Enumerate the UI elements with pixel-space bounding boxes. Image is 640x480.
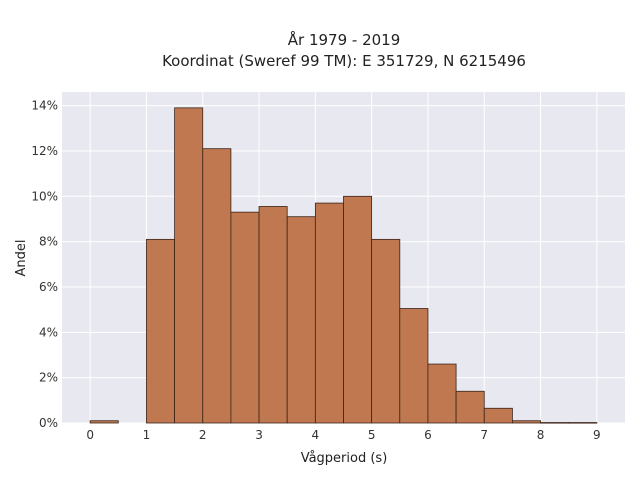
y-tick-label: 8% xyxy=(39,235,58,249)
x-tick-label: 2 xyxy=(199,428,207,442)
histogram-bar-10 xyxy=(371,238,401,424)
histogram-bar-17 xyxy=(568,422,598,424)
histogram-bar-11 xyxy=(399,308,429,424)
x-tick-label: 4 xyxy=(312,428,320,442)
y-tick-label: 0% xyxy=(39,416,58,430)
y-tick-label: 4% xyxy=(39,325,58,339)
x-tick-label: 1 xyxy=(143,428,151,442)
y-tick-label: 6% xyxy=(39,280,58,294)
x-tick-label: 9 xyxy=(593,428,601,442)
histogram-bar-5 xyxy=(230,211,260,424)
histogram-bar-4 xyxy=(202,148,232,424)
histogram-bar-2 xyxy=(146,238,175,424)
histogram-bar-3 xyxy=(174,107,204,424)
histogram-bar-15 xyxy=(512,420,541,424)
chart-title-line-1: År 1979 - 2019 xyxy=(288,30,401,49)
x-tick-label: 3 xyxy=(255,428,263,442)
x-tick-label: 7 xyxy=(480,428,488,442)
y-axis-ticks: 0% 2% 4% 6% 8% 10% 12% 14% xyxy=(31,99,58,430)
y-tick-label: 2% xyxy=(39,371,58,385)
histogram-bar-7 xyxy=(286,216,316,424)
x-axis-ticks: 0 1 2 3 4 5 6 7 8 9 xyxy=(86,428,600,442)
histogram-bar-13 xyxy=(455,390,485,424)
bars xyxy=(89,107,598,424)
y-tick-label: 14% xyxy=(31,99,58,113)
x-tick-label: 6 xyxy=(424,428,432,442)
histogram-bar-16 xyxy=(540,422,570,424)
chart-title-line-2: Koordinat (Sweref 99 TM): E 351729, N 62… xyxy=(162,52,526,70)
histogram-bar-6 xyxy=(258,206,288,424)
x-tick-label: 5 xyxy=(368,428,376,442)
x-tick-label: 8 xyxy=(537,428,545,442)
y-tick-label: 10% xyxy=(31,189,58,203)
histogram-bar-8 xyxy=(314,202,344,424)
histogram-bar-0 xyxy=(89,420,119,424)
x-axis-label: Vågperiod (s) xyxy=(301,451,388,466)
histogram-bar-14 xyxy=(483,407,513,424)
x-tick-label: 0 xyxy=(86,428,94,442)
histogram-bar-12 xyxy=(427,363,457,424)
y-axis-label: Andel xyxy=(14,240,29,277)
histogram-bar-9 xyxy=(343,195,373,424)
y-tick-label: 12% xyxy=(31,144,58,158)
